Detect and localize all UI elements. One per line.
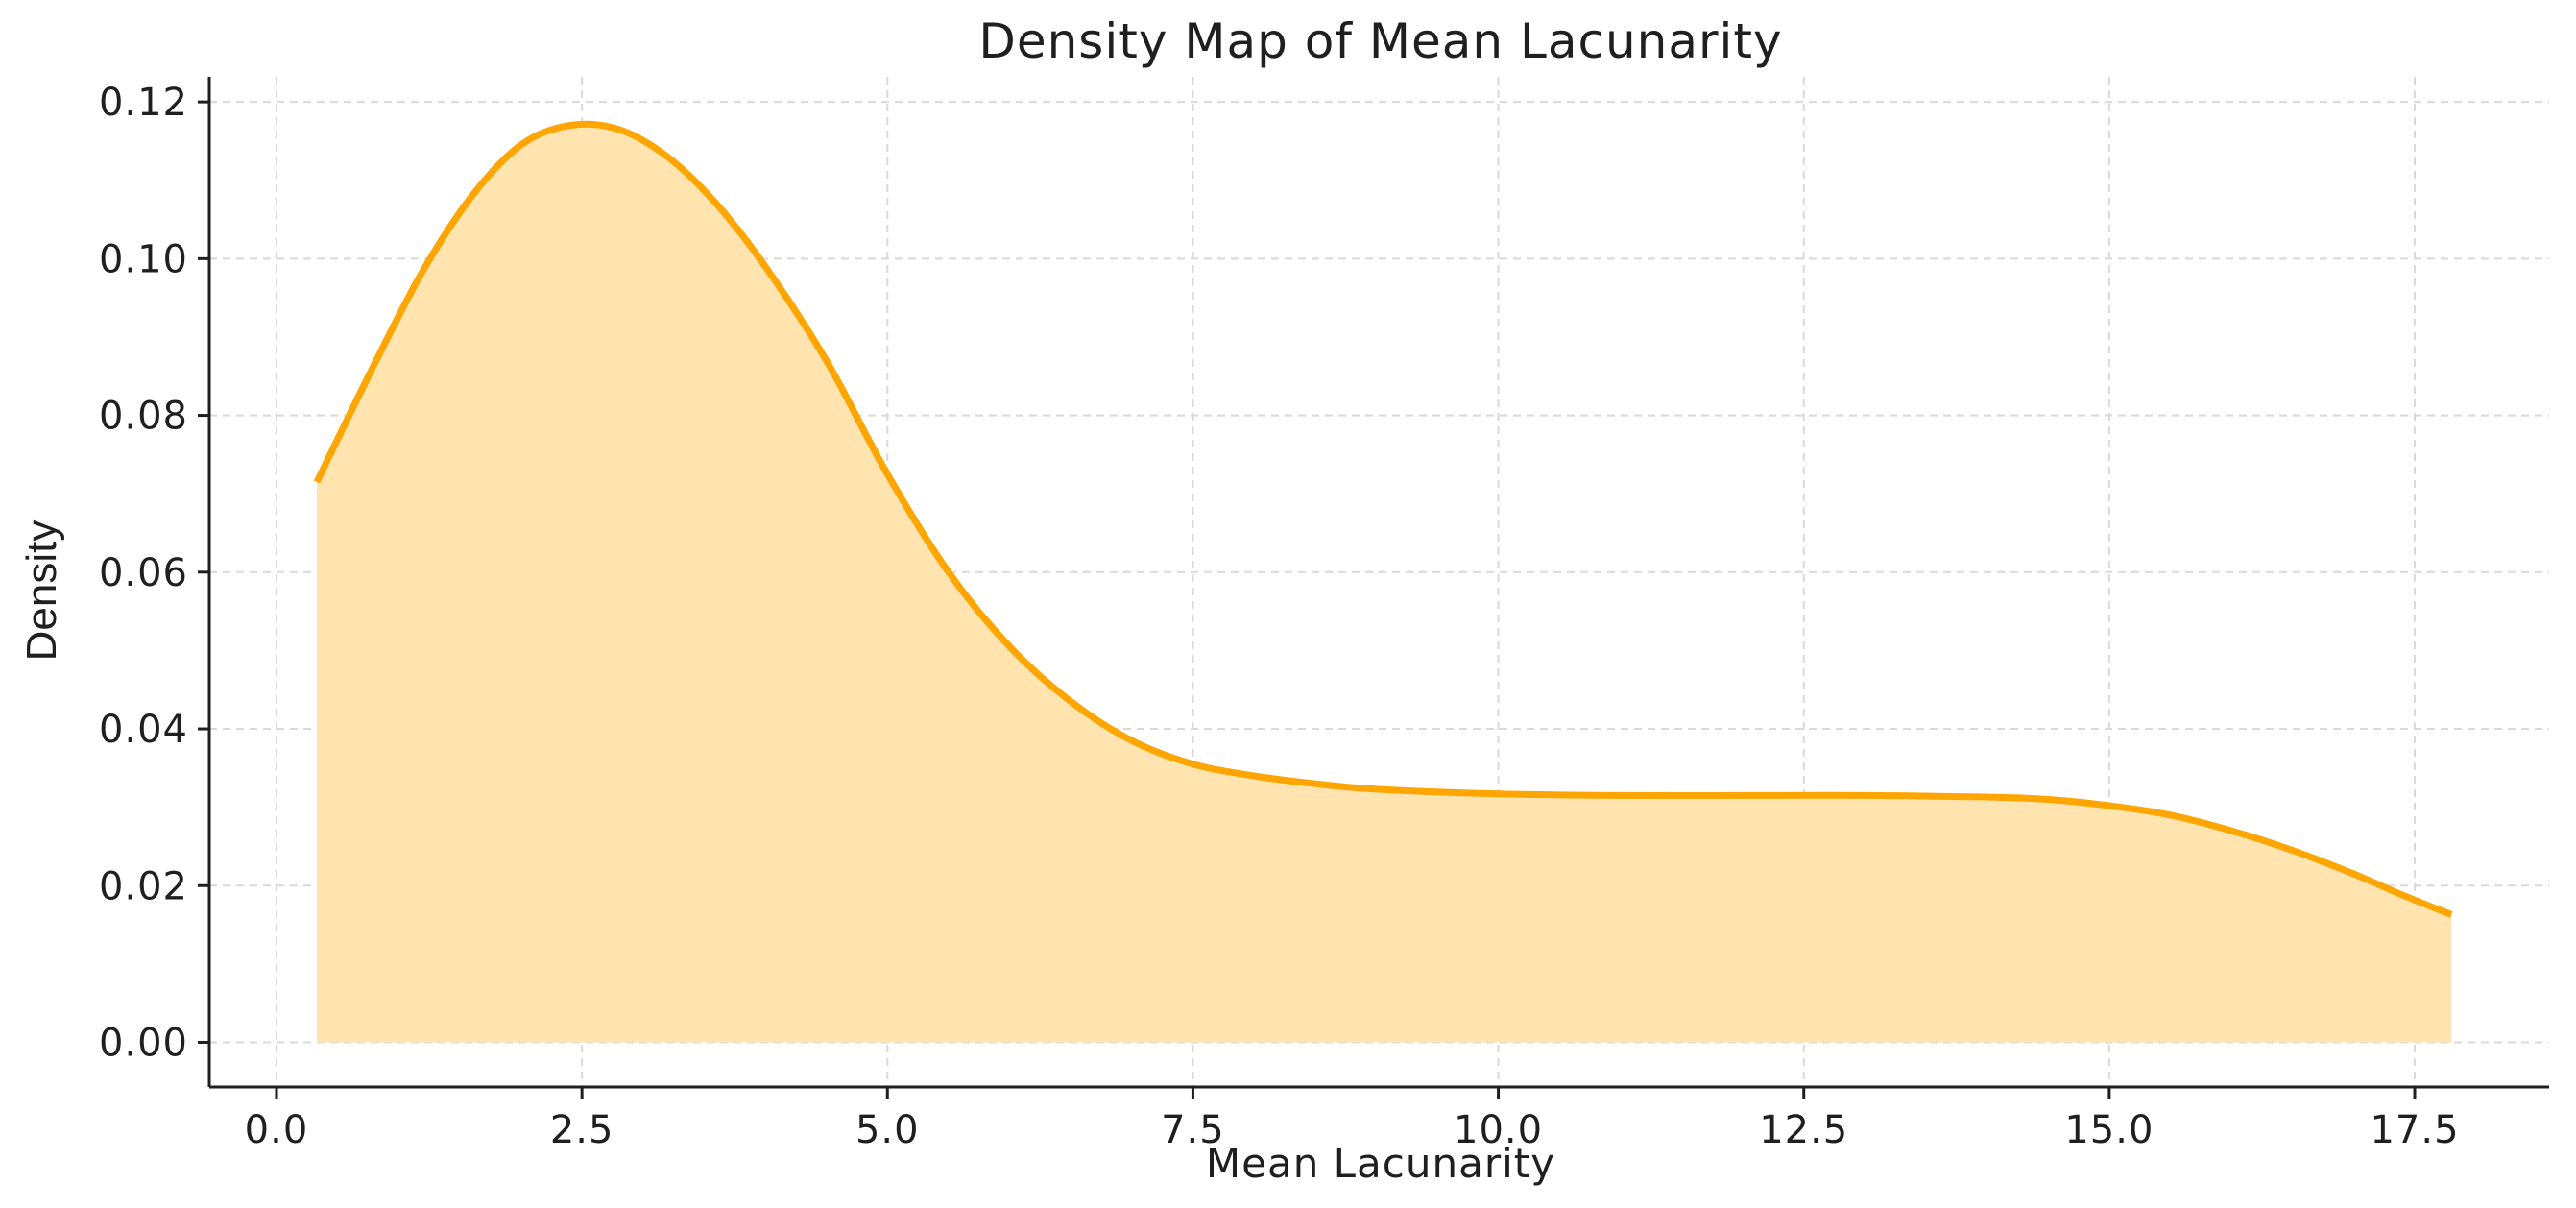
x-ticks: 0.0 2.5 5.0 7.5 10.0 12.5 15.0 17.5 [245, 1087, 2459, 1152]
x-tick-label: 7.5 [1161, 1108, 1225, 1152]
y-tick-label: 0.02 [99, 864, 188, 908]
x-tick-label: 15.0 [2064, 1108, 2154, 1152]
y-ticks: 0.00 0.02 0.04 0.06 0.08 0.10 0.12 [99, 81, 209, 1065]
chart-title: Density Map of Mean Lacunarity [978, 13, 1782, 69]
y-tick-label: 0.12 [99, 81, 188, 125]
x-tick-label: 2.5 [550, 1108, 614, 1152]
y-tick-label: 0.10 [99, 237, 188, 281]
x-tick-label: 0.0 [245, 1108, 309, 1152]
x-axis-label: Mean Lacunarity [1206, 1140, 1555, 1187]
x-tick-label: 17.5 [2370, 1108, 2459, 1152]
x-tick-label: 5.0 [855, 1108, 920, 1152]
x-tick-label: 12.5 [1759, 1108, 1848, 1152]
y-axis-label: Density [18, 520, 65, 662]
y-tick-label: 0.08 [99, 395, 188, 439]
density-area-fill [316, 124, 2452, 1043]
density-line [313, 120, 2453, 918]
area-layer [313, 120, 2453, 1043]
x-tick-label: 10.0 [1454, 1108, 1543, 1152]
y-tick-label: 0.00 [99, 1021, 188, 1065]
y-tick-label: 0.04 [99, 708, 188, 752]
y-tick-label: 0.06 [99, 551, 188, 595]
axes-layer [207, 77, 2549, 1089]
